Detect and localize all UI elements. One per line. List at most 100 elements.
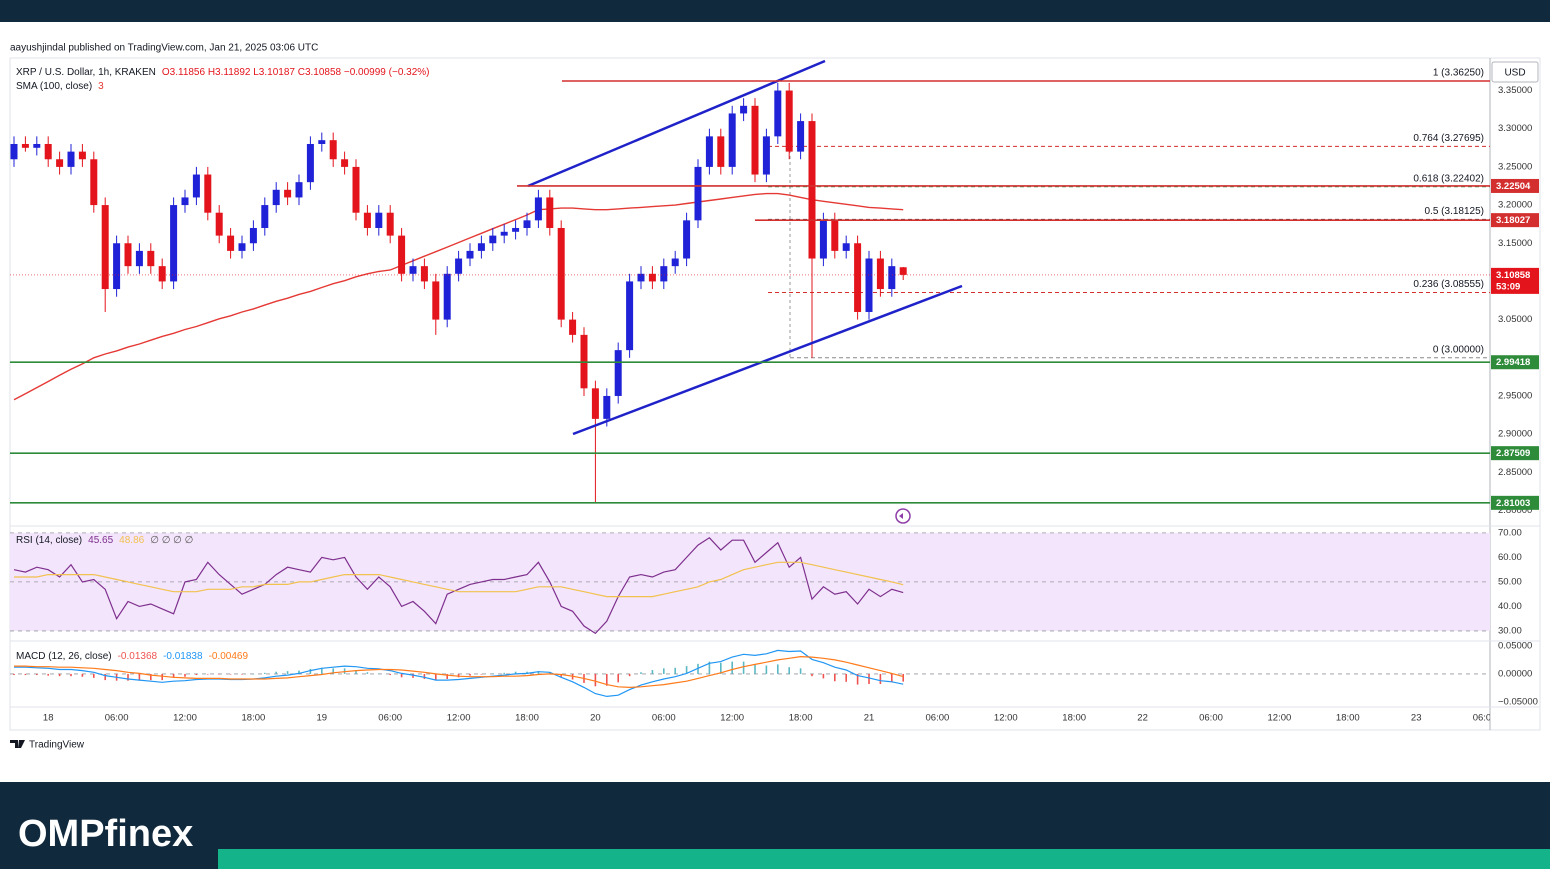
- candle-body: [135, 250, 143, 267]
- candle-body: [443, 273, 451, 320]
- sma-legend: SMA (100, close) 3: [16, 81, 104, 92]
- rsi-title: RSI (14, close): [16, 535, 82, 546]
- macd-histogram-bar: [891, 673, 893, 683]
- y-tick-label: −0.05000: [1498, 696, 1538, 707]
- fib-label: 0.764 (3.27695): [1413, 133, 1484, 144]
- candle-body: [614, 350, 622, 396]
- macd-histogram-bar: [560, 673, 562, 677]
- macd-histogram-bar: [389, 673, 391, 676]
- candle-body: [603, 395, 611, 419]
- candle-body: [21, 143, 29, 148]
- x-tick-label: 18:00: [515, 713, 539, 724]
- macd-histogram-bar: [594, 673, 597, 687]
- macd-histogram-bar: [617, 673, 619, 683]
- macd-histogram-bar: [104, 673, 106, 681]
- macd-histogram-bar: [309, 668, 312, 674]
- candle-body: [705, 136, 713, 167]
- macd-histogram-bar: [856, 673, 859, 685]
- macd-histogram-bar: [685, 666, 688, 674]
- macd-histogram-bar: [879, 673, 882, 685]
- macd-histogram-bar: [127, 673, 129, 681]
- macd-histogram-bar: [229, 673, 232, 675]
- y-tick-label: 2.95000: [1498, 390, 1532, 401]
- macd-hist-value: -0.01368: [118, 651, 158, 662]
- sma-name: SMA (100, close): [16, 81, 92, 92]
- tv-logo: [10, 740, 25, 748]
- candle-body: [740, 105, 748, 114]
- x-tick-label: 19: [317, 713, 328, 724]
- level-label: 2.87509: [1496, 448, 1530, 459]
- level-label: 3.22504: [1496, 181, 1531, 192]
- macd-histogram-bar: [754, 664, 756, 674]
- x-tick-label: 12:00: [173, 713, 197, 724]
- macd-histogram-bar: [138, 673, 141, 681]
- x-tick-label: 06:00: [378, 713, 402, 724]
- macd-legend: MACD (12, 26, close) -0.01368 -0.01838 -0.0…: [16, 651, 248, 662]
- y-tick-label: 3.15000: [1498, 238, 1532, 249]
- replay-icon[interactable]: [895, 508, 911, 524]
- candle-body: [899, 267, 907, 275]
- candle-body: [557, 227, 565, 320]
- x-tick-label: 20: [590, 713, 601, 724]
- macd-histogram-bar: [195, 673, 198, 676]
- rsi-ma-value: 48.86: [119, 535, 144, 546]
- candle-body: [591, 388, 599, 419]
- fib-label: 0.618 (3.22402): [1413, 173, 1484, 184]
- candle-body: [717, 136, 725, 167]
- macd-histogram-bar: [777, 664, 779, 674]
- candle-body: [785, 90, 793, 152]
- macd-histogram-bar: [834, 673, 836, 682]
- y-tick-label: 3.30000: [1498, 123, 1532, 134]
- candle-body: [489, 235, 497, 244]
- top-bar: [0, 0, 1550, 22]
- candle-body: [831, 220, 839, 251]
- macd-pane: [10, 649, 1490, 698]
- macd-histogram-bar: [720, 662, 722, 674]
- candle-body: [466, 250, 474, 259]
- candle-body: [774, 90, 782, 137]
- y-tick-label: 0.00000: [1498, 668, 1532, 679]
- candle-body: [284, 189, 292, 198]
- time-axis: 18 06:00 12:00 18:00 19 06:00 12:00 18:00 20 06:0…: [43, 713, 1490, 724]
- macd-histogram-bar: [150, 673, 152, 681]
- channel-lower: [572, 284, 963, 436]
- currency-box[interactable]: [1491, 61, 1539, 83]
- candle-body: [249, 227, 257, 244]
- candle-body: [808, 121, 816, 259]
- macd-histogram-bar: [514, 671, 517, 674]
- candle-body: [318, 140, 326, 144]
- drawings: [10, 59, 1490, 524]
- brand: OMPfinex: [18, 813, 193, 855]
- candle-body: [534, 197, 542, 221]
- last-price-label: 3.10858: [1496, 270, 1530, 281]
- macd-histogram-bar: [628, 673, 631, 677]
- x-tick-label: 21: [864, 713, 875, 724]
- rsi-legend: RSI (14, close) 45.65 48.86 ∅ ∅ ∅ ∅: [16, 535, 193, 546]
- macd-histogram-bar: [503, 672, 505, 674]
- candle-body: [888, 266, 896, 290]
- signal-value: -0.00469: [209, 651, 249, 662]
- countdown: 53:09: [1496, 281, 1520, 292]
- candle-body: [215, 212, 223, 236]
- x-tick-label: 06:00: [105, 713, 129, 724]
- macd-value: -0.01838: [163, 651, 203, 662]
- macd-histogram-bar: [811, 673, 813, 677]
- candle-body: [44, 143, 52, 160]
- macd-histogram-bar: [286, 671, 289, 674]
- y-tick-label: 70.00: [1498, 527, 1522, 538]
- level-box: [1491, 178, 1539, 193]
- fib-label: 0.5 (3.18125): [1425, 206, 1485, 217]
- candle-body: [10, 143, 18, 160]
- macd-histogram-bar: [275, 671, 277, 674]
- macd-histogram-bar: [70, 673, 72, 677]
- candle-body: [500, 231, 508, 236]
- candle-body: [455, 258, 463, 274]
- candle-body: [876, 258, 884, 290]
- candle-body: [67, 151, 75, 167]
- x-tick-label: 06:00: [926, 713, 950, 724]
- candle-body: [272, 189, 280, 206]
- macd-histogram-bar: [640, 672, 642, 674]
- level-box: [1491, 213, 1539, 228]
- macd-histogram-bar: [58, 673, 61, 677]
- candle-body: [819, 220, 827, 259]
